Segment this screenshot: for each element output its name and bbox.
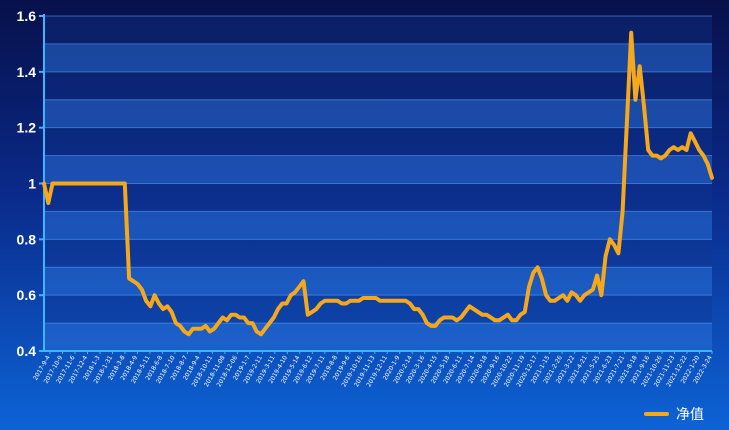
grid-band <box>44 127 712 156</box>
x-tick-labels: 2017-9-42017-10-92017-11-62017-12-42018-… <box>32 351 714 388</box>
y-tick-label: 0.8 <box>17 231 37 247</box>
grid-bands <box>44 16 712 351</box>
legend-label: 净值 <box>676 407 704 423</box>
grid-band <box>44 71 712 100</box>
y-tick-labels: 0.4 0.6 0.8 1 1.2 1.4 1.6 <box>17 8 44 359</box>
grid-band <box>44 43 712 72</box>
grid-band <box>44 323 712 351</box>
grid-band <box>44 99 712 128</box>
y-tick-label: 1 <box>28 176 36 192</box>
series-layer <box>42 30 714 337</box>
series-line <box>42 30 714 337</box>
y-tick-label: 1.2 <box>17 120 37 136</box>
grid-band <box>44 211 712 240</box>
grid-band <box>44 155 712 184</box>
grid-band <box>44 16 712 44</box>
y-tick-label: 0.4 <box>17 343 37 359</box>
y-tick-label: 1.6 <box>17 8 37 24</box>
y-tick-label: 1.4 <box>17 64 37 80</box>
grid-band <box>44 239 712 268</box>
y-tick-label: 0.6 <box>17 287 37 303</box>
legend: 净值 <box>644 407 704 423</box>
grid-band <box>44 183 712 212</box>
